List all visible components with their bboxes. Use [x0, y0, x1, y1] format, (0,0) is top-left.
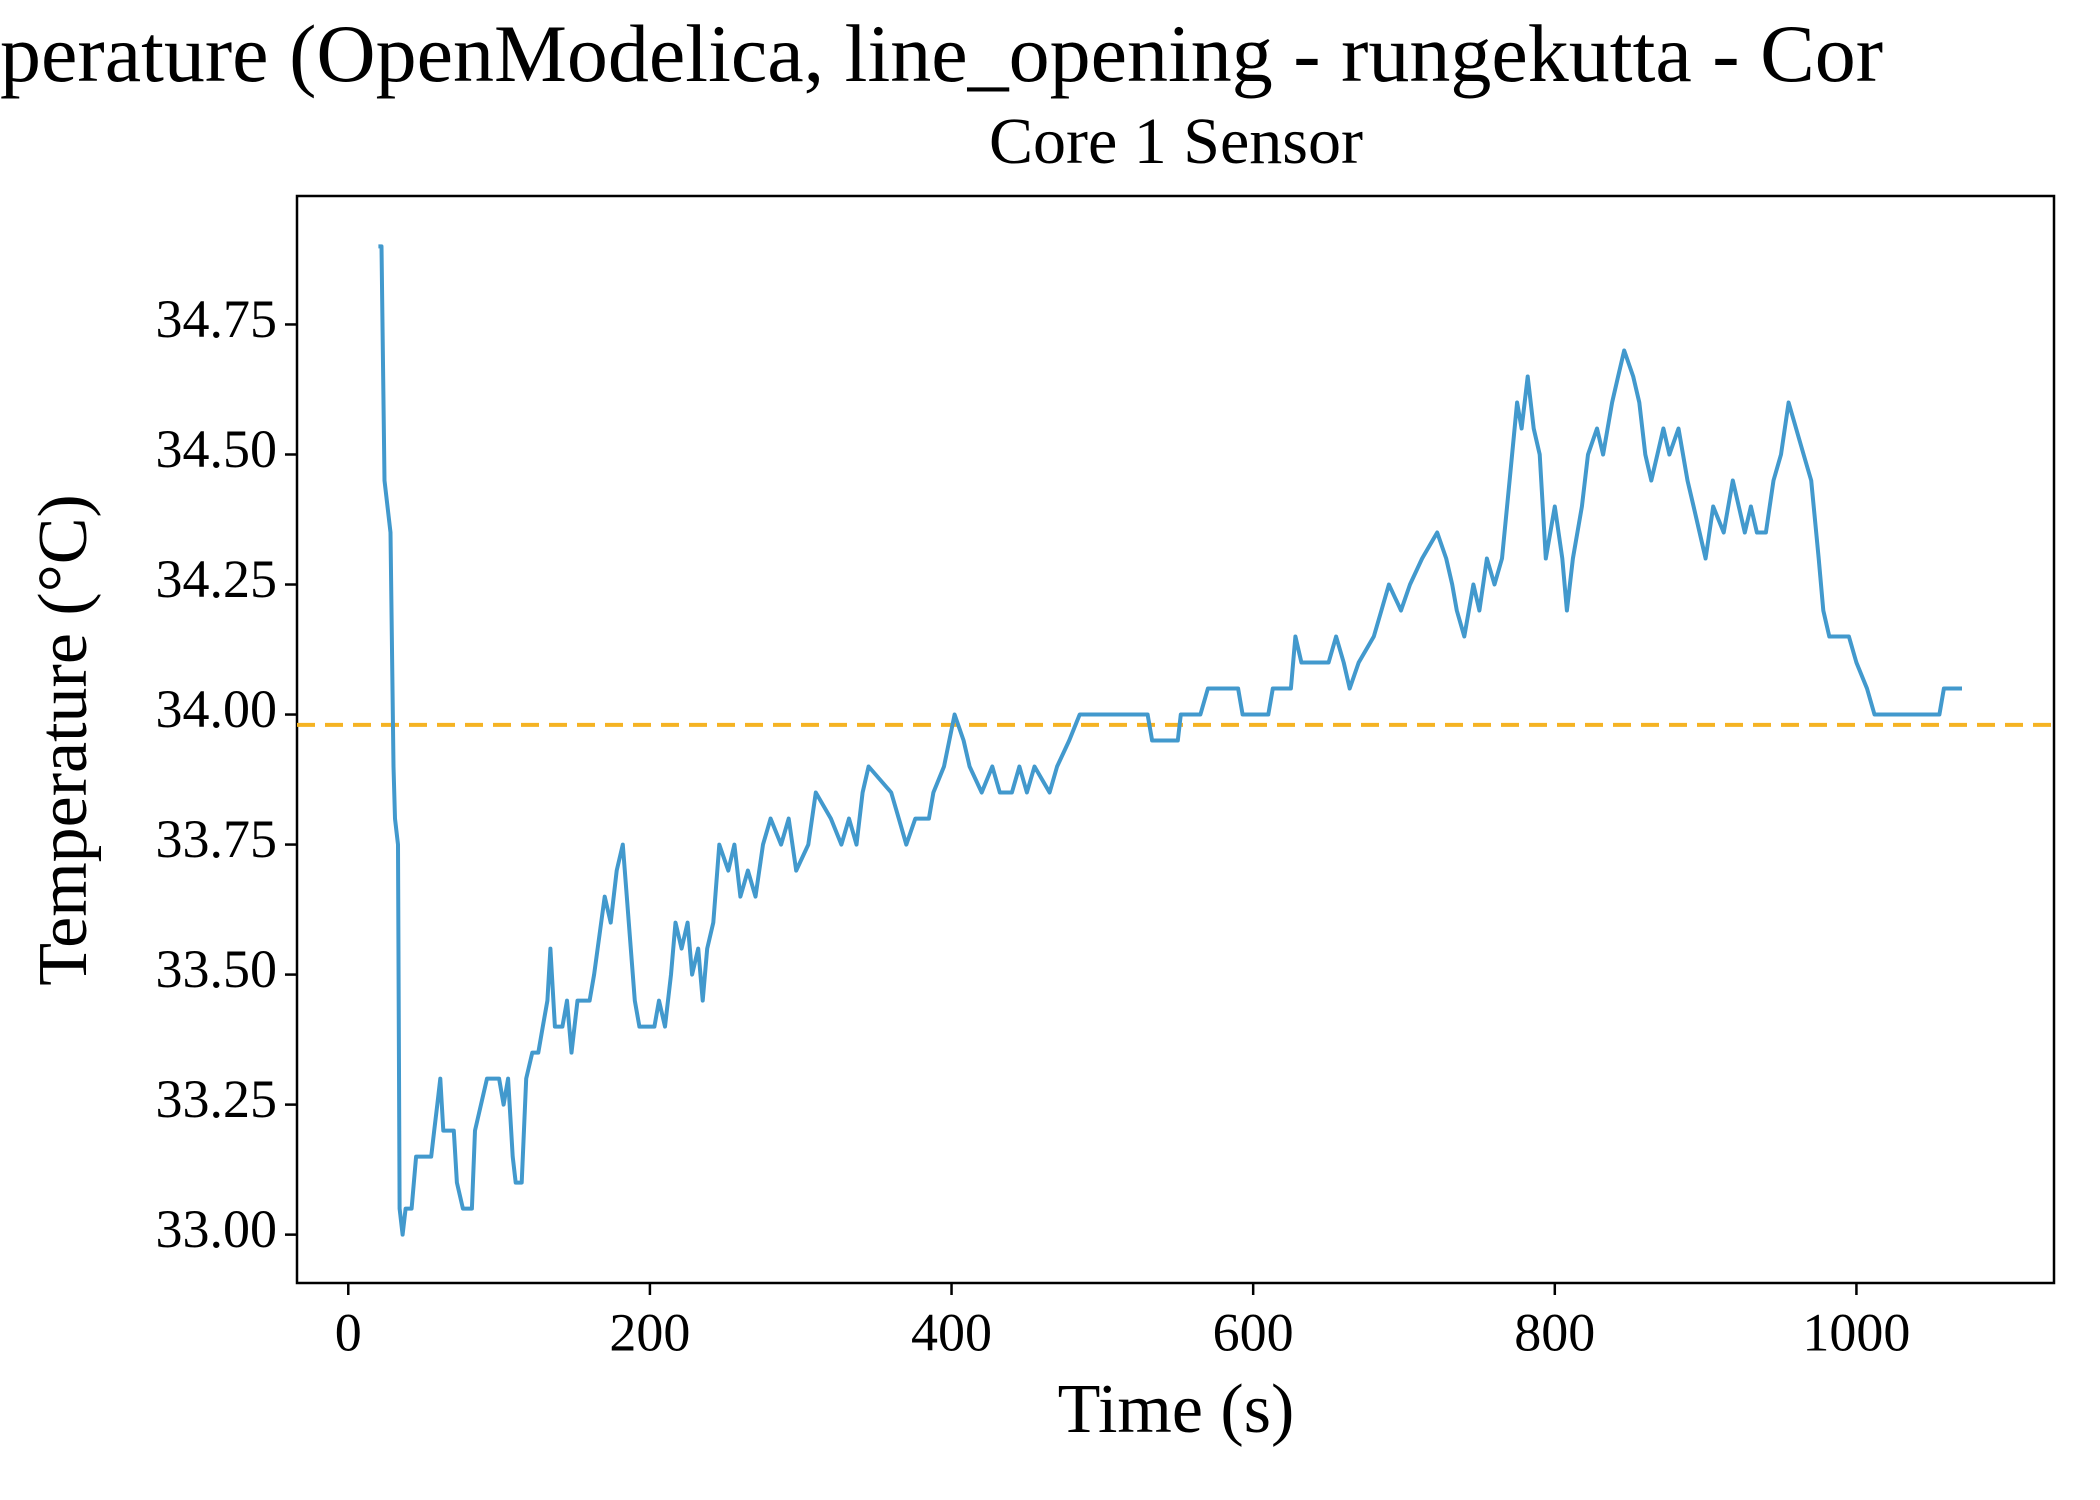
chart-subtitle: Core 1 Sensor	[989, 105, 1363, 178]
y-axis-label: Temperature (°C)	[25, 494, 102, 985]
x-tick-label: 1000	[1802, 1302, 1910, 1362]
chart-title: perature (OpenModelica, line_opening - r…	[0, 8, 1883, 99]
data-line	[378, 244, 1962, 1237]
y-tick-label: 34.25	[156, 549, 278, 609]
x-tick-label: 600	[1213, 1302, 1294, 1362]
x-tick-label: 200	[609, 1302, 690, 1362]
x-tick-label: 400	[911, 1302, 992, 1362]
x-tick-label: 0	[335, 1302, 362, 1362]
plot-frame	[295, 194, 2056, 1285]
y-tick-label: 33.75	[156, 809, 278, 869]
y-tick-label: 34.50	[156, 419, 278, 479]
y-tick-label: 33.25	[156, 1069, 278, 1129]
y-tick-label: 34.75	[156, 289, 278, 349]
y-tick-label: 33.50	[156, 939, 278, 999]
y-tick-label: 34.00	[156, 679, 278, 739]
x-tick-label: 800	[1514, 1302, 1595, 1362]
x-axis-label: Time (s)	[1058, 1371, 1295, 1448]
y-tick-label: 33.00	[156, 1199, 278, 1259]
